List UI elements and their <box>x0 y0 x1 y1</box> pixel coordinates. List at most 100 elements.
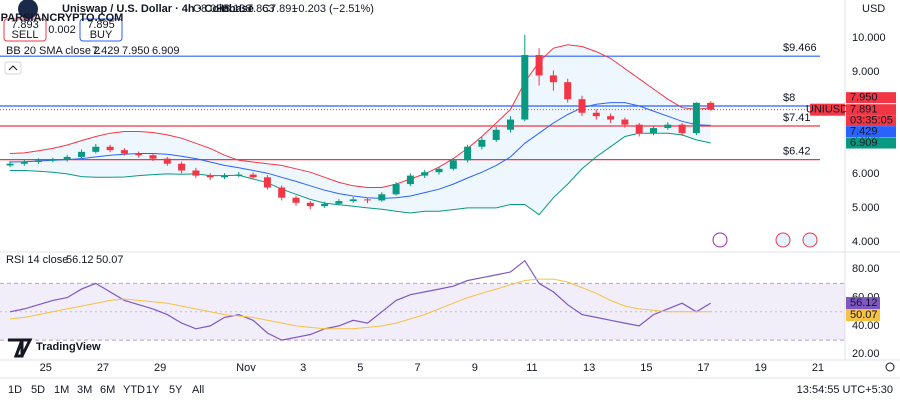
spread: 0.002 <box>48 24 76 36</box>
event-flag[interactable] <box>802 232 818 248</box>
timeframe-button[interactable]: 1D <box>8 384 22 396</box>
timeframe-button[interactable]: 3M <box>77 384 92 396</box>
price-tag-text: 7.950 <box>850 92 878 104</box>
sell-button[interactable] <box>3 18 47 42</box>
ohlc-value: 7.891 <box>270 3 298 15</box>
candle-body <box>364 199 371 201</box>
candle-body <box>535 55 543 76</box>
price-tag <box>846 104 896 116</box>
candle-body <box>292 197 300 203</box>
candle-body <box>192 170 200 176</box>
symbol-tag <box>810 103 845 116</box>
candle-body <box>592 112 600 117</box>
change: −0.203 (−2.51%) <box>292 3 374 15</box>
collapse-icon <box>8 65 18 71</box>
bb-legend-value: 6.909 <box>152 45 180 57</box>
x-tick-label: 11 <box>526 362 537 374</box>
x-tick-label: 27 <box>97 362 109 374</box>
price-tag <box>846 92 896 104</box>
candle-body <box>564 82 572 100</box>
ohlc-value: 8.093 <box>201 3 229 15</box>
ohlc-letter: L <box>239 3 245 15</box>
timeframe-button[interactable]: All <box>192 384 204 396</box>
candle-body <box>578 99 586 113</box>
candle-body <box>349 199 357 202</box>
branding: TradingView <box>36 341 101 353</box>
candle-body <box>464 146 472 161</box>
y-tick-label: 40.00 <box>852 320 880 332</box>
timeframe-button[interactable]: 1M <box>54 384 69 396</box>
buy-button[interactable] <box>79 18 123 42</box>
rsi-tag-text: 50.07 <box>850 309 878 321</box>
rsi-legend: RSI 14 close <box>6 254 68 266</box>
price-tag <box>846 126 896 138</box>
y-tick-label: 10.000 <box>852 32 886 44</box>
y-tick-label: 6.000 <box>852 168 880 180</box>
x-tick-label: 21 <box>812 362 824 374</box>
candle-body <box>607 116 615 120</box>
candle-body <box>449 160 457 169</box>
ohlc-value: 7.863 <box>247 3 275 15</box>
price-tag <box>846 115 896 127</box>
event-flag[interactable] <box>775 232 791 248</box>
candle-body <box>20 162 28 164</box>
candle-body <box>63 156 71 160</box>
candle-body <box>421 172 429 176</box>
y-tick-label: 9.000 <box>852 66 880 78</box>
price-level-label: $9.466 <box>783 42 817 54</box>
bb-legend-value: 7.950 <box>122 45 150 57</box>
candle-body <box>392 184 400 195</box>
candle-body <box>163 158 171 164</box>
x-tick-label: Nov <box>236 362 256 374</box>
bb-fill <box>10 44 711 215</box>
price-tag <box>846 137 896 149</box>
sell-price: 7.893 <box>11 19 39 31</box>
x-tick-label: 13 <box>583 362 595 374</box>
watermark-logo <box>18 0 38 19</box>
ohlc-value: 8.138 <box>224 3 252 15</box>
candle-body <box>92 146 100 152</box>
bb-legend: BB 20 SMA close 2 <box>6 45 100 57</box>
candle-body <box>206 175 214 178</box>
candle-body <box>263 177 271 188</box>
price-tag-text: 03:35:05 <box>850 115 893 127</box>
symbol-tag-text: UNIUSD <box>806 104 848 116</box>
candle-body <box>621 119 629 125</box>
candle-body <box>221 175 228 178</box>
bb-lower <box>10 132 711 216</box>
bb-basis <box>9 102 711 199</box>
x-tick-label: 7 <box>414 362 420 374</box>
event-icon[interactable] <box>712 232 728 248</box>
y-tick-label: 4.000 <box>852 236 880 248</box>
y-tick-label: 80.00 <box>852 263 880 275</box>
candle-body <box>378 194 386 201</box>
bb-legend-value: 7.429 <box>92 45 120 57</box>
candle-body <box>435 168 443 173</box>
collapse-button[interactable] <box>4 61 22 75</box>
x-tick-label: 29 <box>154 362 166 374</box>
candle-body <box>664 124 672 129</box>
currency: USD <box>862 3 885 15</box>
candle-body <box>335 201 343 204</box>
timeframe-button[interactable]: 1Y <box>146 384 160 396</box>
candle-body <box>507 119 514 130</box>
settings-icon[interactable] <box>885 362 895 372</box>
timeframe-button[interactable]: 6M <box>100 384 115 396</box>
candle-body <box>321 203 329 207</box>
candle-body <box>478 139 486 147</box>
candle-body <box>149 155 157 159</box>
buy-label: BUY <box>90 29 113 41</box>
rsi-legend-value: 56.12 <box>66 254 94 266</box>
candle-body <box>49 159 57 161</box>
timeframe-button[interactable]: 5D <box>31 384 45 396</box>
x-tick-label: 5 <box>357 362 363 374</box>
timeframe-button[interactable]: YTD <box>123 384 145 396</box>
sell-label: SELL <box>12 29 39 41</box>
price-level-label: $7.41 <box>783 112 811 124</box>
timeframe-button[interactable]: 5Y <box>169 384 183 396</box>
rsi-tag <box>846 297 880 310</box>
candle-body <box>306 202 314 207</box>
candle-body <box>78 151 85 157</box>
